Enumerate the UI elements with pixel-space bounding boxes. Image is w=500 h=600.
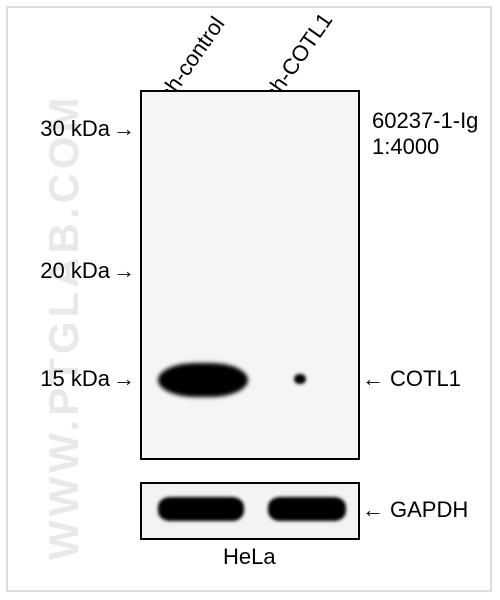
arrow-icon: → [113, 116, 135, 142]
antibody-dilution: 1:4000 [372, 134, 439, 160]
band-cotl1-shcotl1 [294, 374, 306, 384]
band-gapdh-shcontrol [158, 497, 244, 521]
target-cotl1: COTL1 [390, 366, 461, 392]
target-gapdh: GAPDH [390, 497, 468, 523]
band-gapdh-shcotl1 [268, 497, 346, 521]
marker-30kda: 30 kDa [35, 116, 110, 142]
marker-20kda: 20 kDa [35, 258, 110, 284]
arrow-icon: → [113, 258, 135, 284]
sample-label: HeLa [223, 544, 276, 570]
arrow-icon: → [113, 366, 135, 392]
arrow-icon: ← [362, 497, 384, 523]
band-cotl1-shcontrol [158, 363, 248, 397]
arrow-icon: ← [362, 366, 384, 392]
membrane-main [140, 90, 360, 460]
marker-15kda: 15 kDa [35, 366, 110, 392]
figure-container: WWW.PTGLAB.COM sh-control sh-COTL1 30 kD… [0, 0, 500, 600]
antibody-catalog: 60237-1-Ig [372, 108, 478, 134]
